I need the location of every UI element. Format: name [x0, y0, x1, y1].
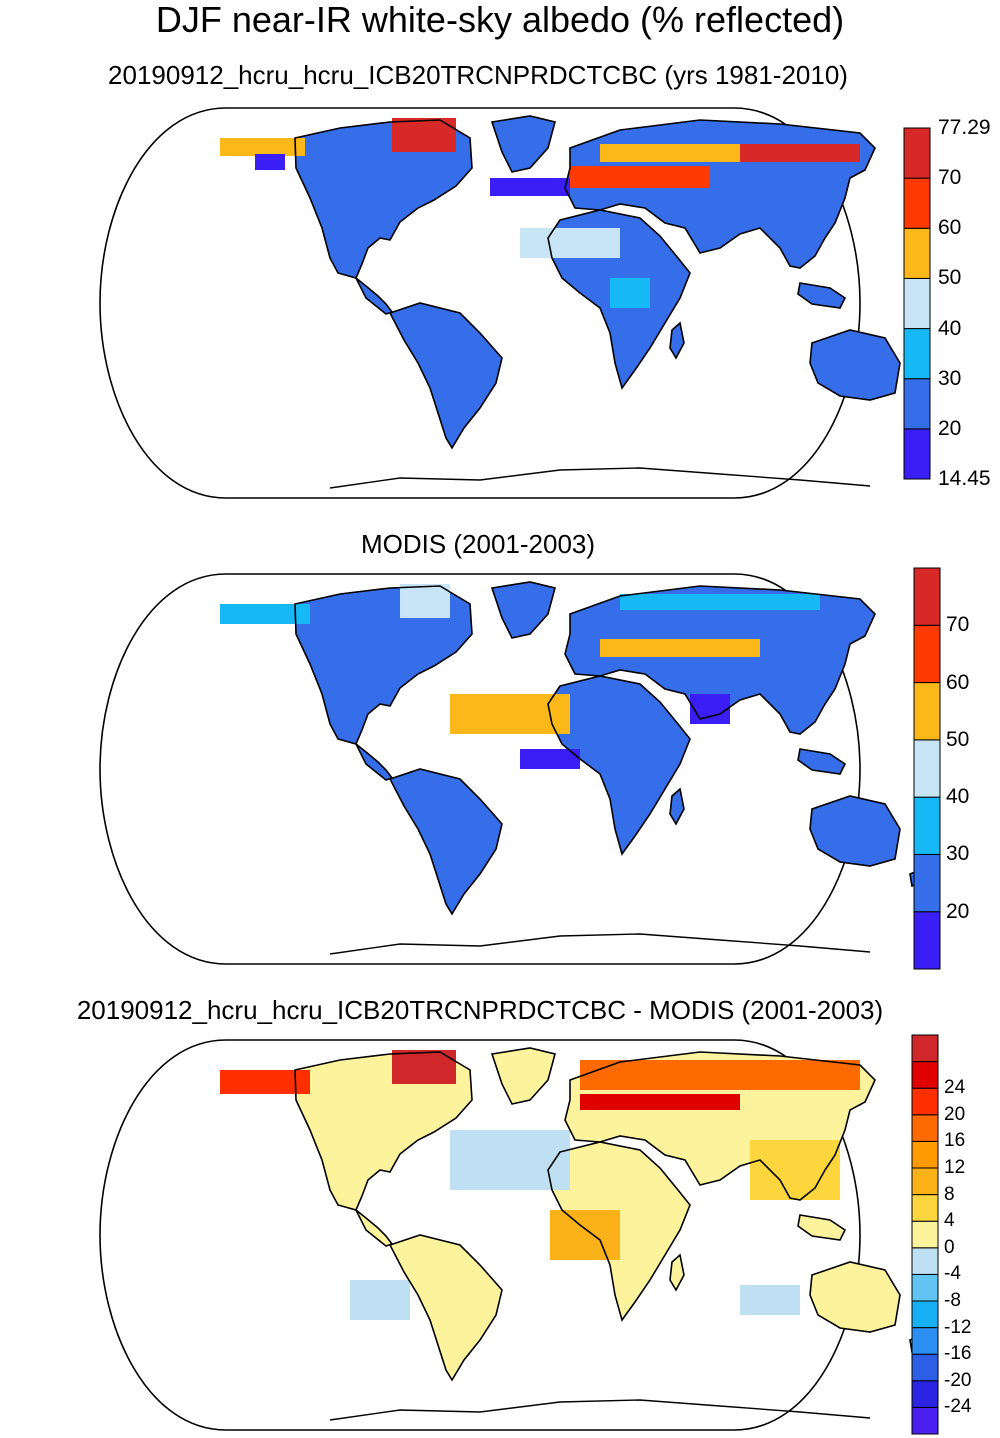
- panel-3-map: [99, 1039, 926, 1431]
- colorbar-tick-label: 24: [944, 1077, 966, 1099]
- colorbar-tick-label: -16: [944, 1343, 972, 1365]
- colorbar-tick-label: -4: [944, 1263, 961, 1285]
- colorbar-tick-label: 70: [946, 613, 970, 637]
- colorbar-tick-label: 30: [946, 842, 970, 866]
- panel-2-map: [99, 573, 926, 965]
- colorbar-swatch: [911, 1087, 939, 1116]
- colorbar-swatch: [913, 796, 941, 855]
- colorbar-tick-label: 50: [938, 266, 962, 290]
- colorbar-tick-label: 8: [944, 1183, 955, 1205]
- colorbar-tick-label: 20: [938, 416, 962, 440]
- colorbar-tick-label: 77.29: [938, 116, 991, 139]
- colorbar-tick-label: 20: [944, 1103, 966, 1125]
- colorbar-swatch: [911, 1061, 939, 1089]
- colorbar-swatch: [911, 1300, 939, 1329]
- colorbar-swatch: [903, 428, 931, 480]
- colorbar-tick-label: 4: [944, 1210, 955, 1232]
- panel-1-map: [99, 107, 926, 499]
- colorbar-tick-label: 60: [946, 670, 970, 694]
- colorbar-tick-label: 70: [938, 166, 962, 190]
- colorbar-swatch: [903, 127, 931, 179]
- panel-2-colorbar: [913, 567, 941, 970]
- colorbar-tick-label: 40: [938, 316, 962, 340]
- colorbar-swatch: [911, 1353, 939, 1382]
- colorbar-swatch: [911, 1247, 939, 1275]
- colorbar-swatch: [903, 328, 931, 380]
- colorbar-swatch: [911, 1140, 939, 1169]
- figure-title: DJF near-IR white-sky albedo (% reflecte…: [155, 0, 845, 40]
- colorbar-tick-label: 60: [938, 216, 962, 240]
- colorbar-swatch: [911, 1327, 939, 1355]
- colorbar-tick-label: 16: [944, 1130, 966, 1152]
- colorbar-tick-label: 50: [946, 727, 970, 751]
- panel-2-subtitle: MODIS (2001-2003): [360, 529, 596, 559]
- colorbar-swatch: [903, 277, 931, 330]
- colorbar-swatch: [913, 911, 941, 970]
- colorbar-swatch: [913, 853, 941, 913]
- colorbar-swatch: [911, 1380, 939, 1408]
- panel-1-colorbar: [903, 127, 931, 480]
- colorbar-swatch: [911, 1220, 939, 1249]
- colorbar-swatch: [911, 1034, 939, 1063]
- colorbar-swatch: [913, 682, 941, 741]
- panel-1-highlights: [220, 118, 860, 308]
- colorbar-swatch: [911, 1406, 939, 1435]
- colorbar-tick-label: 30: [938, 366, 962, 390]
- colorbar-swatch: [913, 567, 941, 626]
- colorbar-tick-label: 20: [946, 899, 970, 923]
- colorbar-swatch: [903, 227, 931, 279]
- colorbar-swatch: [913, 739, 941, 798]
- colorbar-swatch: [911, 1273, 939, 1302]
- colorbar-swatch: [903, 378, 931, 430]
- colorbar-tick-label: 0: [944, 1236, 955, 1258]
- colorbar-tick-label: -20: [944, 1369, 972, 1391]
- colorbar-swatch: [903, 177, 931, 229]
- colorbar-swatch: [911, 1167, 939, 1196]
- colorbar-tick-label: -24: [944, 1396, 972, 1418]
- colorbar-tick-label: -8: [944, 1290, 961, 1311]
- colorbar-swatch: [913, 624, 941, 684]
- panel-1-subtitle: 20190912_hcru_hcru_ICB20TRCNPRDCTCBC (yr…: [108, 60, 848, 90]
- colorbar-tick-label: 12: [944, 1157, 966, 1178]
- panel-2-highlights: [220, 584, 820, 769]
- panel-3-colorbar: [911, 1034, 939, 1435]
- colorbar-swatch: [911, 1194, 939, 1222]
- colorbar-swatch: [911, 1114, 939, 1142]
- colorbar-tick-label: 40: [946, 785, 970, 809]
- panel-3-subtitle: 20190912_hcru_hcru_ICB20TRCNPRDCTCBC - M…: [76, 995, 884, 1025]
- colorbar-tick-label: 14.45: [938, 467, 991, 490]
- colorbar-tick-label: -12: [944, 1316, 972, 1338]
